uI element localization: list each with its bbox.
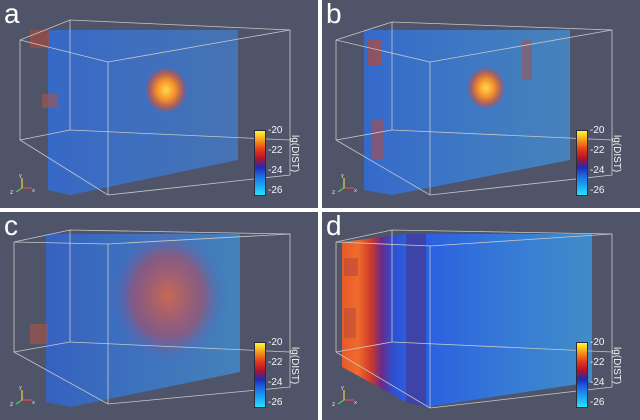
colorbar-tick: -22 — [590, 357, 605, 368]
svg-text:y: y — [341, 173, 344, 179]
colorbar-tick: -26 — [590, 397, 605, 408]
colorbar-tick: -26 — [268, 397, 283, 408]
svg-text:z: z — [332, 189, 335, 196]
colorbar-gradient — [254, 130, 266, 196]
colorbar: -20 -22 -24 -26 lg(DIST) — [252, 124, 314, 206]
colorbar-tick: -24 — [268, 377, 283, 388]
volume-render-d — [335, 229, 613, 409]
panel-label: a — [4, 0, 20, 29]
orientation-axes-icon: z y x — [10, 173, 35, 196]
colorbar-tick: -24 — [268, 165, 283, 176]
colorbar-tick: -26 — [268, 185, 283, 196]
svg-text:x: x — [354, 400, 357, 406]
colorbar-tick: -20 — [268, 337, 283, 348]
svg-text:z: z — [10, 401, 13, 408]
volume-render-c — [13, 226, 291, 407]
colorbar-gradient — [576, 130, 588, 196]
panel-label: c — [4, 212, 18, 241]
svg-text:x: x — [32, 188, 35, 194]
colorbar-tick: -22 — [590, 145, 605, 156]
colorbar-title: lg(DIST) — [289, 135, 300, 173]
orientation-axes-icon: z y x — [10, 385, 35, 408]
orientation-axes-icon: z y x — [332, 385, 357, 408]
colorbar: -20 -22 -24 -26 lg(DIST) — [574, 124, 636, 206]
svg-text:z: z — [10, 189, 13, 196]
panel-c: c z y x -20 -22 -24 -26 lg(DIST) — [0, 212, 318, 420]
colorbar-title: lg(DIST) — [611, 347, 622, 385]
colorbar-gradient — [254, 342, 266, 408]
panel-d: d z y x -20 -22 -24 -26 lg(DIST) — [322, 212, 640, 420]
svg-text:y: y — [19, 173, 22, 179]
svg-text:x: x — [354, 188, 357, 194]
svg-text:x: x — [32, 400, 35, 406]
colorbar-tick: -20 — [590, 125, 605, 136]
panel-b: b z y x -20 -22 -24 -26 lg(DIST) — [322, 0, 640, 208]
orientation-axes-icon: z y x — [332, 173, 357, 196]
svg-text:y: y — [341, 385, 344, 391]
volume-render-b — [335, 21, 613, 196]
panel-label: d — [326, 212, 342, 241]
volume-render-a — [19, 19, 291, 196]
colorbar-title: lg(DIST) — [611, 135, 622, 173]
colorbar-tick: -24 — [590, 377, 605, 388]
colorbar: -20 -22 -24 -26 lg(DIST) — [252, 336, 314, 418]
colorbar-tick: -20 — [268, 125, 283, 136]
colorbar-tick: -26 — [590, 185, 605, 196]
colorbar-tick: -22 — [268, 145, 283, 156]
colorbar-tick: -22 — [268, 357, 283, 368]
panel-label: b — [326, 0, 342, 29]
colorbar-title: lg(DIST) — [289, 347, 300, 385]
svg-text:z: z — [332, 401, 335, 408]
colorbar-tick: -20 — [590, 337, 605, 348]
panel-a: a z y x -20 -22 -24 -26 lg(DIST) — [0, 0, 318, 208]
colorbar-tick: -24 — [590, 165, 605, 176]
colorbar: -20 -22 -24 -26 lg(DIST) — [574, 336, 636, 418]
colorbar-gradient — [576, 342, 588, 408]
svg-text:y: y — [19, 385, 22, 391]
